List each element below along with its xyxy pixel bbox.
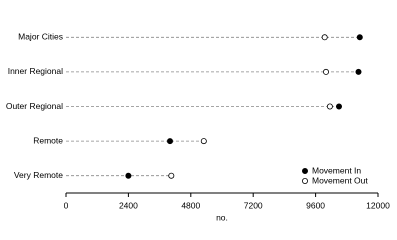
- page: no. 0 2400 4800 7200 9600 12000 Major Cities In…: [5, 31, 391, 223]
- category-label: Outer Regional: [6, 101, 63, 111]
- dot: [335, 103, 342, 110]
- legend-label: Movement In: [312, 165, 361, 175]
- dot: [326, 103, 333, 110]
- x-tick-label: 12000: [366, 200, 390, 210]
- legend-marker: [301, 177, 308, 184]
- dot: [322, 68, 329, 75]
- category-label: Inner Regional: [8, 66, 63, 76]
- x-tick-label: 2400: [119, 200, 138, 210]
- category-label: Remote: [33, 135, 63, 145]
- category-label: Major Cities: [18, 32, 63, 42]
- dot: [166, 138, 173, 145]
- category-label: Very Remote: [14, 170, 63, 180]
- x-axis-label: no.: [216, 212, 228, 222]
- chart: no. 0 2400 4800 7200 9600 12000 Major Cities In…: [6, 32, 390, 223]
- dot: [125, 172, 132, 179]
- x-tick-label: 0: [64, 200, 69, 210]
- x-tick-label: 4800: [181, 200, 200, 210]
- legend-label: Movement Out: [312, 175, 368, 185]
- dot: [356, 34, 363, 41]
- dot: [321, 34, 328, 41]
- x-tick-label: 9600: [306, 200, 325, 210]
- legend-marker: [301, 167, 308, 174]
- dot: [200, 138, 207, 145]
- x-tick-label: 7200: [244, 200, 263, 210]
- dot: [168, 172, 175, 179]
- dot: [355, 68, 362, 75]
